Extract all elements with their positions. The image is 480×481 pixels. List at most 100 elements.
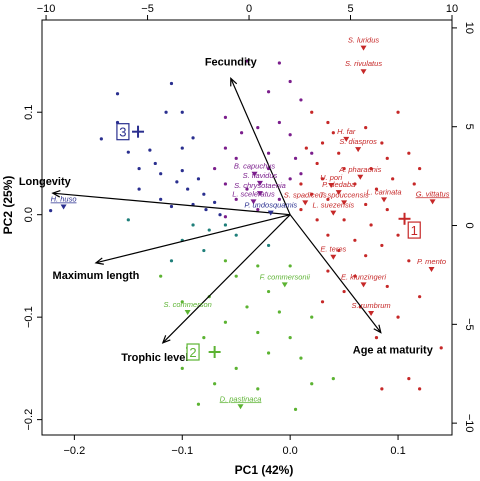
- species-label: T. spouccensis: [319, 190, 369, 199]
- data-point: [299, 182, 303, 186]
- data-point: [202, 192, 206, 196]
- data-point: [288, 79, 292, 84]
- species-marker: [368, 311, 375, 317]
- data-point: [240, 131, 244, 135]
- data-point: [196, 177, 201, 181]
- data-point: [191, 136, 195, 140]
- species-label: H. huso: [51, 194, 77, 203]
- data-point: [277, 310, 281, 314]
- data-point: [310, 382, 314, 386]
- species-label: S. spadiceus: [284, 190, 327, 199]
- data-point: [310, 192, 314, 196]
- data-point: [202, 248, 206, 253]
- data-point: [207, 228, 211, 232]
- loading-label: Maximum length: [53, 270, 140, 282]
- data-point: [288, 177, 292, 181]
- data-point: [396, 233, 400, 237]
- data-point: [277, 61, 281, 65]
- species-marker: [237, 404, 244, 410]
- right-tick-label: −5: [463, 318, 475, 331]
- data-point: [180, 300, 184, 304]
- data-point: [99, 137, 103, 141]
- data-point: [266, 351, 271, 355]
- top-tick-label: 10: [446, 3, 458, 15]
- arrow-head: [373, 324, 382, 334]
- species-marker: [256, 191, 263, 197]
- species-label: L. sceleratus: [232, 189, 275, 198]
- data-point: [137, 166, 141, 171]
- species-marker: [256, 180, 263, 186]
- loading-label: Age at maturity: [353, 345, 434, 357]
- data-point: [396, 110, 400, 114]
- data-point: [115, 92, 120, 96]
- species-marker: [251, 171, 258, 177]
- data-point: [407, 151, 411, 155]
- x-tick-label: −0.2: [64, 445, 86, 457]
- data-point: [293, 156, 298, 160]
- data-point: [385, 156, 389, 160]
- species-label: G. vittatus: [416, 189, 450, 198]
- data-point: [180, 110, 184, 114]
- data-point: [418, 387, 422, 391]
- species-label: H. far: [337, 127, 356, 136]
- bottom-axis: −0.2 −0.1 0.0 0.1: [64, 435, 406, 457]
- arrow-head: [230, 77, 238, 87]
- data-point: [315, 218, 319, 222]
- top-tick-label: −10: [37, 3, 56, 15]
- cluster-number: 1: [411, 223, 418, 238]
- data-point: [159, 197, 163, 201]
- data-point: [288, 336, 292, 340]
- cluster-box: [186, 343, 200, 361]
- data-point: [385, 207, 389, 212]
- data-point: [374, 336, 379, 340]
- data-point: [169, 259, 174, 263]
- arrow-head: [94, 257, 104, 265]
- data-point: [266, 151, 271, 155]
- species-marker: [302, 200, 309, 206]
- y-axis-label: PC2 (25%): [1, 176, 15, 235]
- data-point: [342, 218, 346, 222]
- species-marker: [360, 282, 367, 288]
- data-point: [364, 202, 368, 207]
- cluster-box: [407, 221, 421, 239]
- data-point: [213, 382, 217, 386]
- species-marker: [357, 174, 364, 180]
- data-point: [169, 81, 174, 86]
- data-point: [412, 182, 416, 186]
- plot-frame: [41, 19, 453, 436]
- data-point: [369, 166, 373, 171]
- data-point: [407, 259, 411, 263]
- cluster-number: 3: [119, 125, 126, 140]
- left-axis: −0.2 −0.1 0.0 0.1: [23, 105, 42, 431]
- data-point: [191, 223, 195, 227]
- species-marker: [355, 147, 362, 153]
- species-label: F. commersonii: [260, 272, 311, 281]
- data-point: [159, 172, 163, 176]
- x-axis-label: PC1 (42%): [235, 463, 294, 477]
- loading-arrows: Fecundity Longevity Maximum length Trophic …: [19, 56, 434, 363]
- species-marker: [428, 267, 435, 272]
- species-label: A. pharaonis: [338, 165, 381, 174]
- data-point: [180, 169, 184, 173]
- data-point: [137, 187, 141, 191]
- data-point: [364, 254, 368, 258]
- data-point: [299, 98, 303, 102]
- y-tick-label: −0.2: [23, 409, 35, 431]
- species-label: E. teres: [320, 245, 346, 254]
- data-point: [277, 197, 281, 201]
- loading-arrow: [230, 78, 291, 215]
- species-marker: [184, 310, 191, 316]
- species-label: E. klunzingeri: [341, 272, 386, 281]
- species-label: S. flavidus: [243, 171, 278, 180]
- data-point: [256, 207, 260, 212]
- data-point: [353, 274, 357, 278]
- data-point: [169, 204, 174, 209]
- data-point: [153, 161, 157, 166]
- data-point: [126, 218, 130, 222]
- species-label: P. undosquamis: [244, 201, 297, 210]
- data-point: [320, 141, 325, 145]
- sample-points: [49, 59, 443, 411]
- species-marker: [429, 199, 436, 205]
- right-tick-label: 0: [463, 222, 475, 228]
- data-point: [418, 166, 422, 171]
